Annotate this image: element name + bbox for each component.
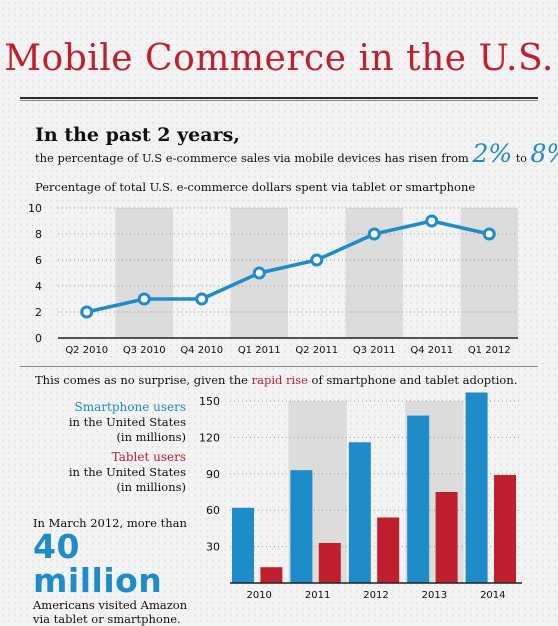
x-tick-label: Q1 2011 xyxy=(238,345,281,356)
from-percentage: 2% xyxy=(472,139,513,168)
data-point xyxy=(367,227,381,241)
y-tick-label: 150 xyxy=(199,395,220,408)
intro-heading: In the past 2 years, xyxy=(35,124,240,146)
smartphone-bar xyxy=(232,507,254,583)
y-tick-label: 60 xyxy=(206,504,220,517)
smartphone-bar xyxy=(407,415,430,583)
stat-line3: via tablet or smartphone. xyxy=(33,612,181,626)
y-tick-label: 4 xyxy=(35,280,42,293)
y-tick-label: 2 xyxy=(35,306,42,319)
adoption-suffix: of smartphone and tablet adoption. xyxy=(307,373,518,387)
stat-line1: In March 2012, more than xyxy=(33,516,187,530)
x-tick-label: 2012 xyxy=(363,590,388,601)
smartphone-bar xyxy=(465,392,488,583)
x-tick-label: Q4 2010 xyxy=(180,345,223,356)
tablet-bar xyxy=(318,542,341,583)
intro-text: the percentage of U.S e-commerce sales v… xyxy=(35,151,469,165)
intro-sentence: the percentage of U.S e-commerce sales v… xyxy=(35,139,558,168)
series-line xyxy=(86,219,490,314)
data-point xyxy=(310,253,324,267)
x-tick-label: 2013 xyxy=(422,590,447,601)
x-tick-label: Q3 2010 xyxy=(123,345,166,356)
tablet-legend: Tablet users in the United States (in mi… xyxy=(36,450,186,495)
y-tick-label: 30 xyxy=(206,541,220,554)
x-tick-label: Q2 2010 xyxy=(65,345,108,356)
data-point xyxy=(252,266,266,280)
y-tick-label: 10 xyxy=(28,202,42,215)
amazon-stat: In March 2012, more than 40 million Amer… xyxy=(33,516,203,626)
tablet-bar xyxy=(377,517,400,583)
title-divider xyxy=(20,97,538,99)
tablet-legend-desc1: in the United States xyxy=(68,465,186,479)
tablet-bar xyxy=(260,567,283,583)
line-chart-caption: Percentage of total U.S. e-commerce doll… xyxy=(35,180,476,194)
y-tick-label: 0 xyxy=(35,332,42,345)
bar-chart: 30 60 90 120 150 2010 2011 2012 2013 2014 xyxy=(199,392,522,601)
tablet-bar xyxy=(435,492,458,583)
title-divider-thin xyxy=(20,100,538,101)
line-chart: 0 2 4 6 8 10 Q2 2010 Q3 2010 Q4 2010 Q1 2011 Q2 20… xyxy=(28,202,518,356)
smartphone-legend-desc1: in the United States xyxy=(68,415,186,429)
x-tick-label: Q3 2011 xyxy=(353,345,396,356)
smartphone-bar xyxy=(348,442,371,583)
y-tick-label: 120 xyxy=(199,431,220,444)
x-tick-label: 2011 xyxy=(305,590,330,601)
tablet-legend-name: Tablet users xyxy=(111,450,186,464)
section-divider xyxy=(20,366,538,367)
data-point xyxy=(80,305,94,319)
to-percentage: 8%. xyxy=(530,139,558,168)
x-tick-label: 2014 xyxy=(480,590,505,601)
tablet-legend-desc2: (in millions) xyxy=(116,480,186,494)
adoption-prefix: This comes as no surprise, given the xyxy=(35,373,252,387)
y-tick-label: 8 xyxy=(35,228,42,241)
y-tick-label: 90 xyxy=(206,468,220,481)
x-tick-label: Q4 2011 xyxy=(410,345,453,356)
smartphone-legend-desc2: (in millions) xyxy=(116,430,186,444)
smartphone-legend-name: Smartphone users xyxy=(74,400,186,414)
adoption-caption: This comes as no surprise, given the rap… xyxy=(35,373,517,387)
data-point xyxy=(425,214,439,228)
x-tick-label: Q2 2011 xyxy=(295,345,338,356)
smartphone-bar xyxy=(290,470,313,583)
stat-line2: Americans visited Amazon xyxy=(33,598,188,612)
x-tick-label: 2010 xyxy=(246,590,271,601)
data-point xyxy=(195,292,209,306)
page-title: Mobile Commerce in the U.S. xyxy=(4,38,554,79)
data-point xyxy=(482,227,496,241)
y-tick-label: 6 xyxy=(35,254,42,267)
adoption-highlight: rapid rise xyxy=(251,373,308,387)
x-tick-label: Q1 2012 xyxy=(468,345,511,356)
shaded-band xyxy=(115,208,173,338)
stat-big-number: 40 million xyxy=(33,527,163,600)
tablet-bar xyxy=(494,475,516,583)
data-point xyxy=(137,292,151,306)
to-word: to xyxy=(515,152,527,165)
smartphone-legend: Smartphone users in the United States (i… xyxy=(36,400,186,445)
